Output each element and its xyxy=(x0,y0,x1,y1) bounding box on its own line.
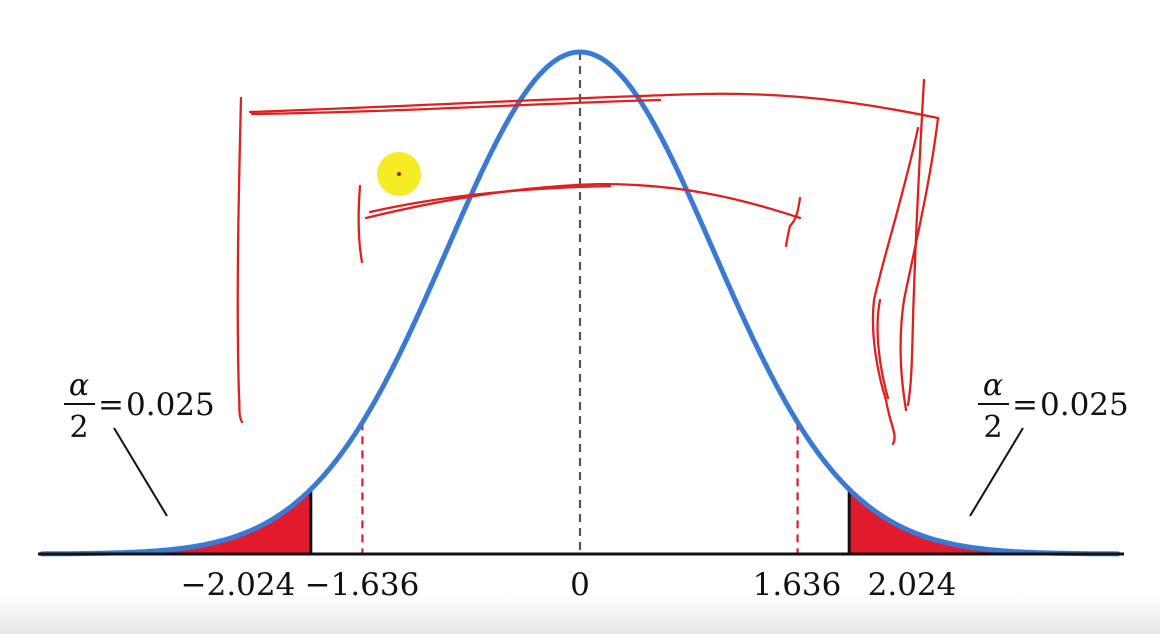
left-tail-label: α 2 = 0.025 xyxy=(64,368,215,445)
tick-label-center: 0 xyxy=(570,567,590,603)
outer-bracket-top-stroke xyxy=(248,92,940,120)
bell-curve xyxy=(39,49,1121,557)
right-equals-sign: = xyxy=(1012,387,1038,423)
right-pointer-line xyxy=(969,427,1024,517)
right-alpha-numerator: α xyxy=(983,368,1003,403)
cursor-dot xyxy=(397,172,401,176)
hand-drawn-annotations xyxy=(236,78,940,446)
left-alpha-denominator: 2 xyxy=(69,410,88,445)
inner-bracket-top-stroke xyxy=(364,182,802,220)
inner-bracket-left-stroke xyxy=(357,184,364,264)
inner-bracket-right-stroke xyxy=(784,196,802,248)
right-alpha-value: 0.025 xyxy=(1040,387,1129,423)
inner-bracket-top-lower-stroke xyxy=(368,184,612,214)
outer-bracket-top-lower-stroke xyxy=(250,98,662,116)
left-tail-region xyxy=(42,489,311,554)
bottom-shadow xyxy=(0,596,1160,634)
right-tail-label: α 2 = 0.025 xyxy=(978,368,1129,445)
left-equals-sign: = xyxy=(98,387,124,423)
left-alpha-numerator: α xyxy=(69,368,89,403)
left-pointer-line xyxy=(113,427,168,517)
cursor-highlight xyxy=(377,152,421,196)
outer-bracket-left-stroke xyxy=(236,96,244,424)
outer-bracket-right-scribble xyxy=(871,78,926,446)
right-alpha-denominator: 2 xyxy=(983,410,1002,445)
left-alpha-value: 0.025 xyxy=(126,387,215,423)
outer-bracket-right-stroke xyxy=(899,116,940,412)
right-tail-region xyxy=(849,489,1118,554)
